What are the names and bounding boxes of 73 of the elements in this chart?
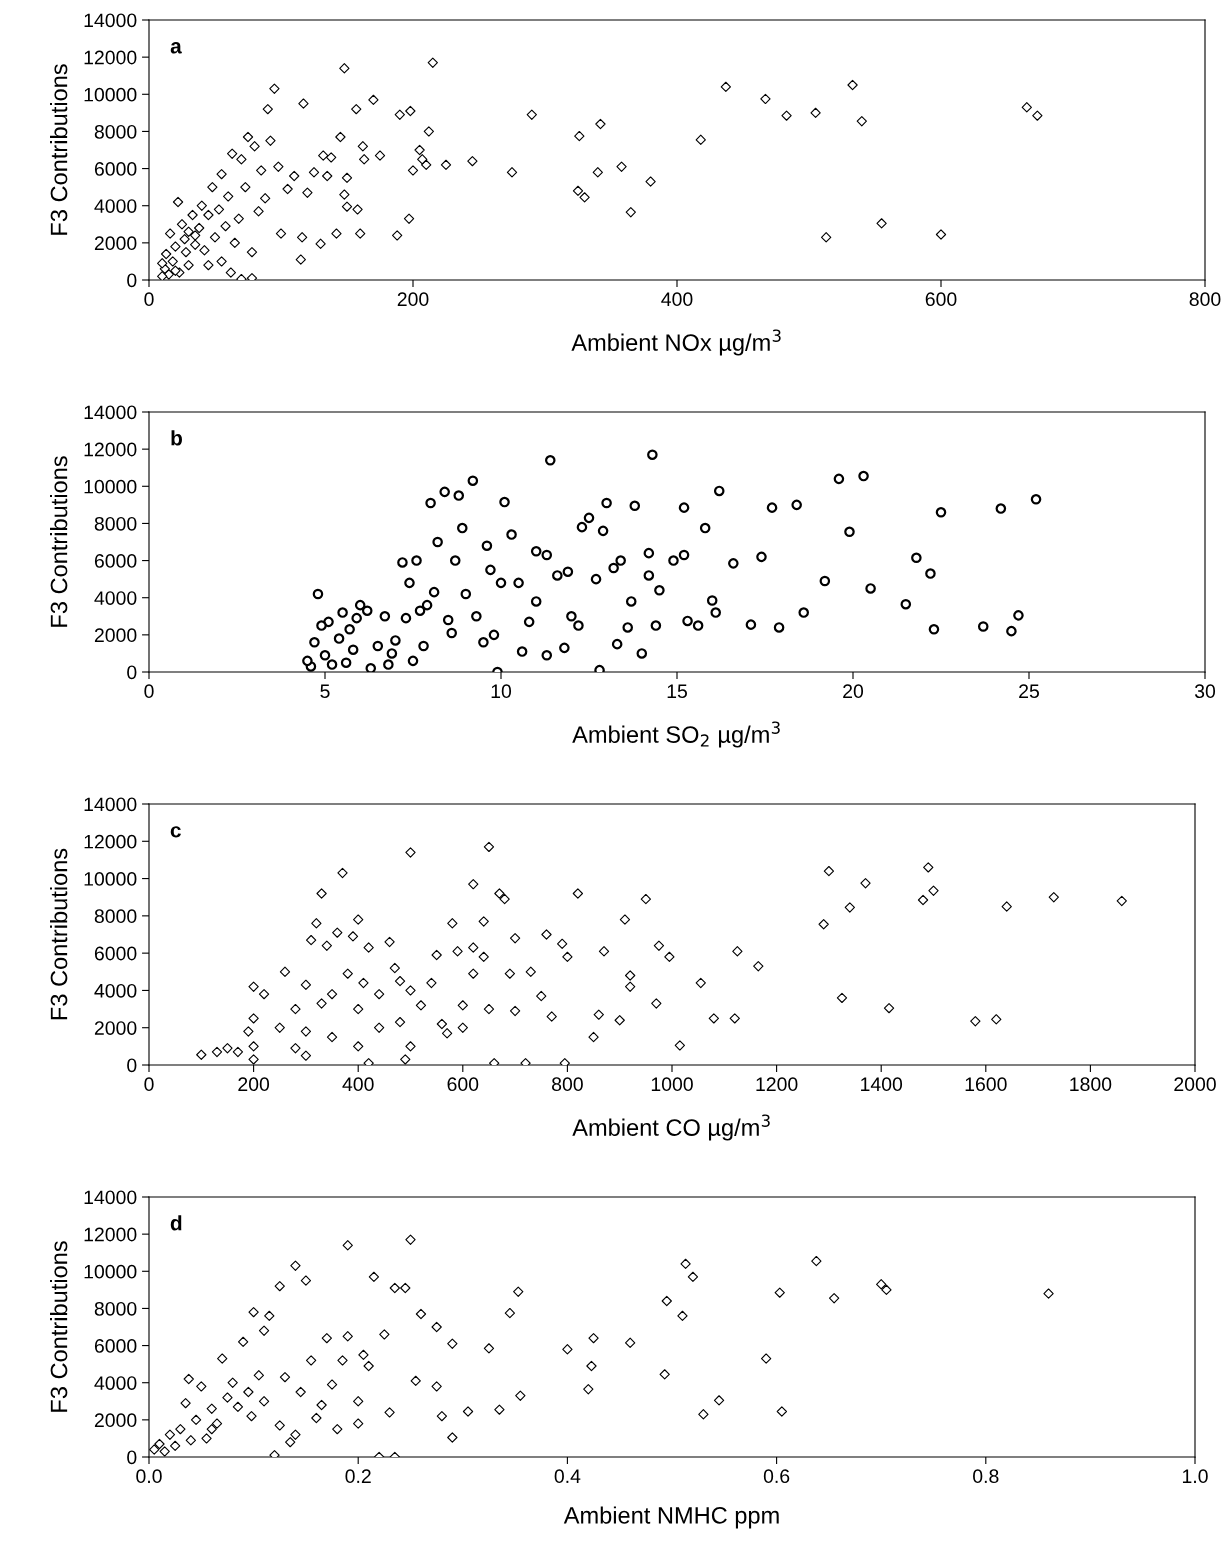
x-tick-label: 0 — [144, 292, 154, 307]
x-tick-label: 1600 — [965, 1077, 1007, 1092]
y-tick-label: 10000 — [84, 1264, 137, 1279]
x-tick-label: 0.6 — [763, 1469, 790, 1484]
x-tick-label: 400 — [661, 292, 693, 307]
y-axis-title: F3 Contributions — [50, 456, 68, 627]
x-tick-label: 800 — [1189, 292, 1221, 307]
y-tick-label: 6000 — [94, 1339, 137, 1353]
x-tick-label: 0.4 — [554, 1469, 581, 1484]
y-tick-label: 12000 — [84, 1227, 137, 1242]
y-axis-title: F3 Contributions — [50, 64, 68, 235]
y-tick-label: 2000 — [94, 628, 137, 643]
y-tick-label: 6000 — [94, 554, 137, 568]
x-axis-title: Ambient NOx µg/m$^{3}$ — [571, 329, 781, 356]
text: a — [170, 42, 182, 54]
x-tick-label: 15 — [667, 684, 687, 699]
y-tick-label: 6000 — [94, 162, 137, 176]
x-tick-label: 200 — [397, 292, 429, 307]
y-tick-label: 14000 — [84, 1190, 137, 1205]
y-tick-label: 14000 — [84, 13, 137, 28]
y-tick-label: 8000 — [94, 124, 137, 139]
y-tick-label: 14000 — [84, 797, 137, 812]
x-tick-label: 1200 — [756, 1077, 798, 1092]
y-tick-label: 8000 — [94, 909, 137, 924]
y-tick-label: 4000 — [94, 591, 137, 605]
y-tick-label: 4000 — [94, 1376, 137, 1390]
x-tick-label: 0.8 — [973, 1469, 999, 1484]
x-tick-label: 0 — [144, 1077, 154, 1092]
x-tick-label: 5 — [320, 684, 330, 699]
y-tick-label: 12000 — [84, 442, 137, 457]
x-tick-label: 0 — [144, 684, 154, 699]
y-tick-label: 4000 — [94, 983, 137, 998]
y-tick-label: 0 — [127, 1058, 137, 1073]
y-tick-label: 6000 — [94, 946, 137, 961]
text: c — [170, 826, 181, 838]
y-tick-label: 0 — [127, 273, 137, 288]
y-tick-label: 4000 — [94, 199, 137, 213]
y-tick-label: 8000 — [94, 1301, 137, 1316]
x-axis-title: Ambient CO µg/m$^{3}$ — [572, 1114, 770, 1141]
x-tick-label: 800 — [552, 1077, 583, 1092]
y-tick-label: 2000 — [94, 1413, 137, 1428]
x-tick-label: 2000 — [1174, 1077, 1216, 1092]
y-axis-title: F3 Contributions — [50, 1241, 68, 1412]
x-tick-label: 1800 — [1070, 1077, 1112, 1092]
x-axis-title: Ambient SO$_{2}$ µg/m$^{3}$ — [572, 721, 780, 748]
y-tick-label: 12000 — [84, 834, 137, 849]
x-tick-label: 0.0 — [136, 1469, 162, 1484]
x-tick-label: 1.0 — [1182, 1469, 1208, 1484]
y-tick-label: 0 — [127, 1450, 137, 1465]
text: d — [170, 1215, 182, 1231]
x-tick-label: 200 — [238, 1077, 270, 1092]
x-tick-label: 0.2 — [345, 1469, 371, 1484]
text: b — [171, 430, 182, 446]
y-tick-label: 10000 — [84, 872, 137, 886]
x-tick-label: 30 — [1194, 684, 1216, 699]
y-tick-label: 12000 — [84, 50, 137, 65]
y-tick-label: 8000 — [94, 516, 137, 531]
y-tick-label: 0 — [127, 665, 137, 680]
x-tick-label: 600 — [925, 292, 957, 307]
x-tick-label: 400 — [342, 1077, 374, 1092]
y-tick-label: 2000 — [94, 1021, 137, 1035]
y-tick-label: 2000 — [94, 236, 137, 251]
y-tick-label: 10000 — [84, 87, 137, 102]
x-tick-label: 1400 — [861, 1077, 903, 1092]
x-tick-label: 10 — [491, 684, 512, 699]
x-axis-title: Ambient NMHC ppm — [563, 1506, 779, 1529]
x-tick-label: 1000 — [651, 1077, 693, 1092]
x-tick-label: 20 — [843, 684, 864, 699]
y-tick-label: 14000 — [84, 405, 137, 420]
x-tick-label: 25 — [1019, 684, 1039, 699]
y-tick-label: 10000 — [84, 479, 137, 494]
y-axis-title: F3 Contributions — [50, 848, 68, 1020]
x-tick-label: 600 — [447, 1077, 479, 1092]
